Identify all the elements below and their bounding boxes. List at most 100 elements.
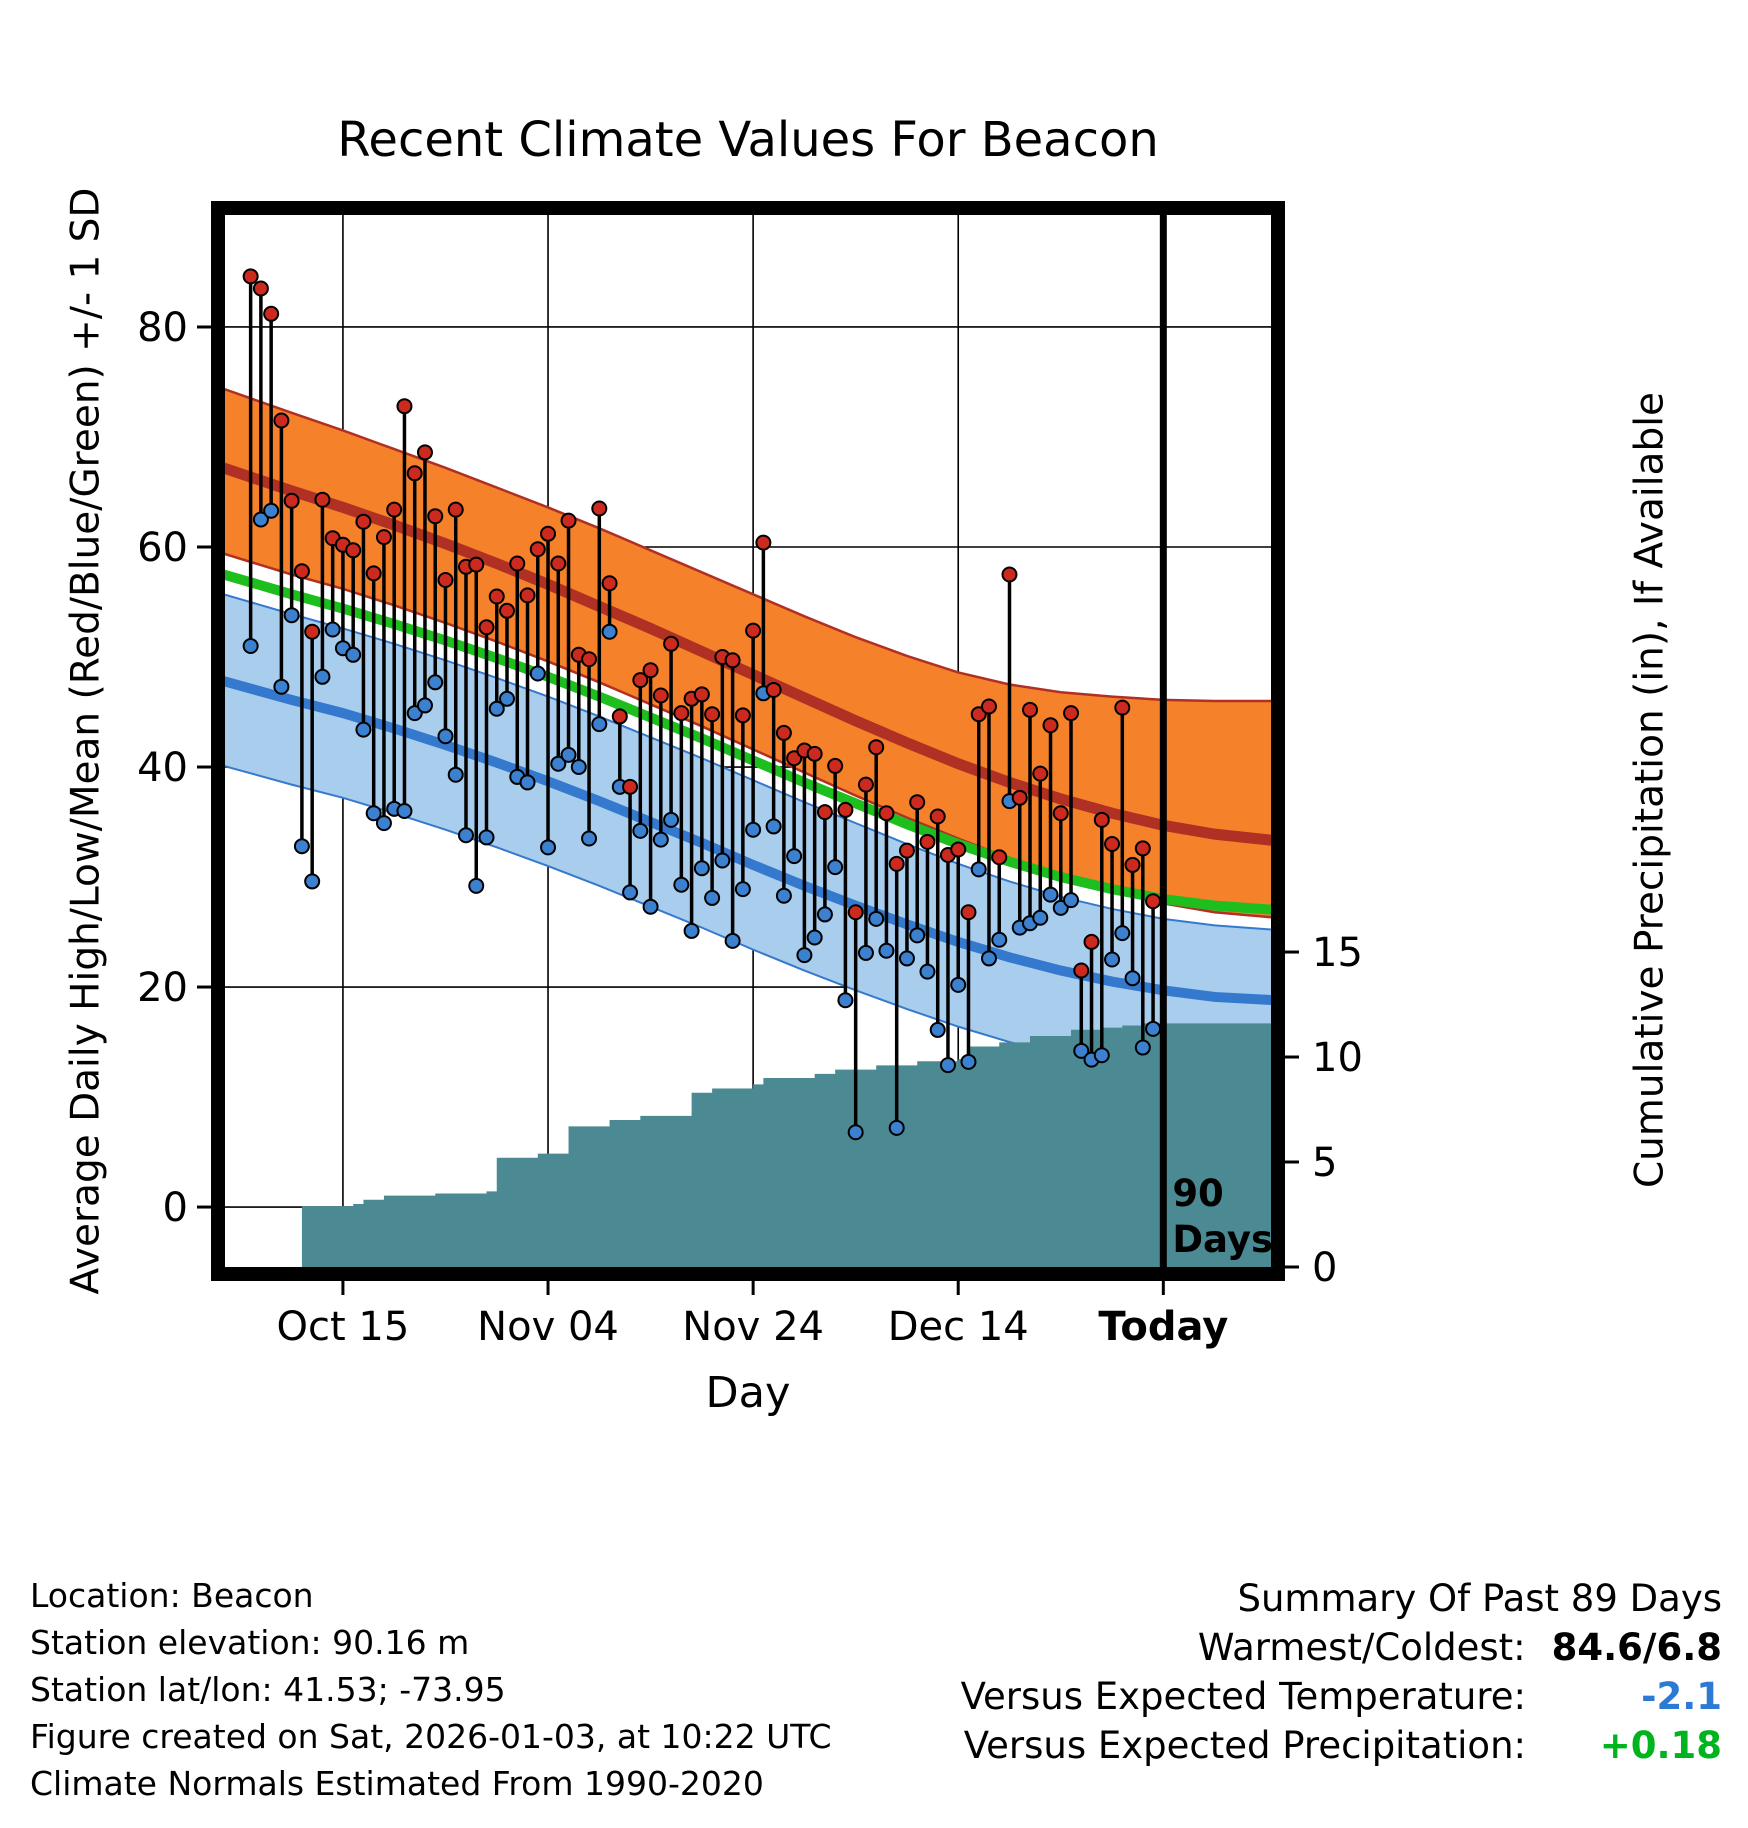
station-latlon-line: Station lat/lon: 41.53; -73.95	[30, 1670, 506, 1709]
high-dot	[355, 513, 372, 530]
low-dot	[283, 607, 300, 624]
high-dot	[529, 541, 546, 558]
high-dot	[1145, 893, 1162, 910]
low-dot	[857, 944, 874, 961]
svg-text:90: 90	[1172, 1172, 1224, 1215]
low-dot	[447, 766, 464, 783]
low-dot	[642, 898, 659, 915]
low-dot	[960, 1053, 977, 1070]
low-dot	[806, 929, 823, 946]
x-tick-label: Oct 15	[277, 1304, 410, 1350]
summary-value: +0.18	[1599, 1724, 1722, 1767]
high-dot	[1134, 840, 1151, 857]
daily-dots	[242, 268, 1162, 1141]
high-dot	[416, 444, 433, 461]
low-dot	[1073, 1042, 1090, 1059]
high-dot	[345, 542, 362, 559]
low-dot	[970, 861, 987, 878]
high-dot	[642, 662, 659, 679]
high-dot	[519, 587, 536, 604]
low-dot	[1032, 909, 1049, 926]
high-dot	[293, 563, 310, 580]
high-dot	[755, 534, 772, 551]
low-dot	[488, 700, 505, 717]
low-dot	[437, 728, 454, 745]
high-dot	[1011, 789, 1028, 806]
high-dot	[878, 805, 895, 822]
low-dot	[837, 992, 854, 1009]
high-dot	[765, 682, 782, 699]
left-axis-label: Average Daily High/Low/Mean (Red/Blue/Gr…	[63, 187, 109, 1295]
high-dot	[909, 794, 926, 811]
low-dot	[550, 755, 567, 772]
low-dot	[704, 889, 721, 906]
station-location-line: Location: Beacon	[30, 1576, 314, 1615]
low-dot	[980, 950, 997, 967]
high-dot	[1063, 705, 1080, 722]
chart-title: Recent Climate Values For Beacon	[337, 112, 1159, 168]
low-dot	[1124, 970, 1141, 987]
summary-label: Warmest/Coldest:	[1197, 1626, 1526, 1669]
high-dot	[447, 501, 464, 518]
low-dot	[468, 877, 485, 894]
left-tick-label: 40	[137, 745, 188, 791]
high-dot	[622, 778, 639, 795]
summary-block: Summary Of Past 89 Days Warmest/Coldest:…	[961, 1574, 1722, 1770]
high-dot	[1073, 962, 1090, 979]
high-dot	[1022, 701, 1039, 718]
high-dot	[252, 280, 269, 297]
low-dot	[950, 976, 967, 993]
low-dot	[499, 690, 516, 707]
low-dot	[683, 922, 700, 939]
high-dot	[1042, 717, 1059, 734]
low-dot	[622, 884, 639, 901]
high-dot	[1124, 856, 1141, 873]
low-dot	[345, 646, 362, 663]
high-dot	[857, 776, 874, 793]
x-axis-label: Day	[705, 1368, 791, 1418]
high-dot	[929, 808, 946, 825]
low-dot	[714, 852, 731, 869]
high-dot	[1001, 566, 1018, 583]
high-dot	[1114, 699, 1131, 716]
high-dot	[499, 602, 516, 619]
high-dot	[242, 268, 259, 285]
figure-created-line: Figure created on Sat, 2026-01-03, at 10…	[30, 1717, 832, 1756]
low-dot	[581, 830, 598, 847]
low-dot	[827, 859, 844, 876]
low-dot	[519, 774, 536, 791]
high-dot	[991, 849, 1008, 866]
low-dot	[775, 887, 792, 904]
low-dot	[601, 623, 618, 640]
low-dot	[796, 947, 813, 964]
summary-row-vs-precipitation: Versus Expected Precipitation: +0.18	[961, 1721, 1722, 1770]
high-dot	[386, 501, 403, 518]
high-dot	[304, 623, 321, 640]
low-dot	[652, 831, 669, 848]
low-dot	[355, 721, 372, 738]
low-dot	[375, 815, 392, 832]
high-dot	[888, 855, 905, 872]
low-dot	[314, 668, 331, 685]
left-tick-label: 20	[137, 965, 188, 1011]
low-dot	[529, 665, 546, 682]
low-dot	[591, 716, 608, 733]
high-dot	[1032, 765, 1049, 782]
low-dot	[1093, 1047, 1110, 1064]
station-elevation-line: Station elevation: 90.16 m	[30, 1623, 470, 1662]
high-dot	[509, 555, 526, 572]
left-tick-label: 0	[163, 1185, 188, 1231]
right-tick-label: 5	[1312, 1140, 1337, 1186]
low-dot	[786, 848, 803, 865]
low-dot	[939, 1057, 956, 1074]
low-dot	[1145, 1020, 1162, 1037]
right-tick-label: 0	[1312, 1245, 1337, 1291]
high-dot	[263, 305, 280, 322]
high-dot	[960, 904, 977, 921]
low-dot	[663, 811, 680, 828]
low-dot	[293, 838, 310, 855]
high-dot	[478, 619, 495, 636]
high-dot	[611, 708, 628, 725]
